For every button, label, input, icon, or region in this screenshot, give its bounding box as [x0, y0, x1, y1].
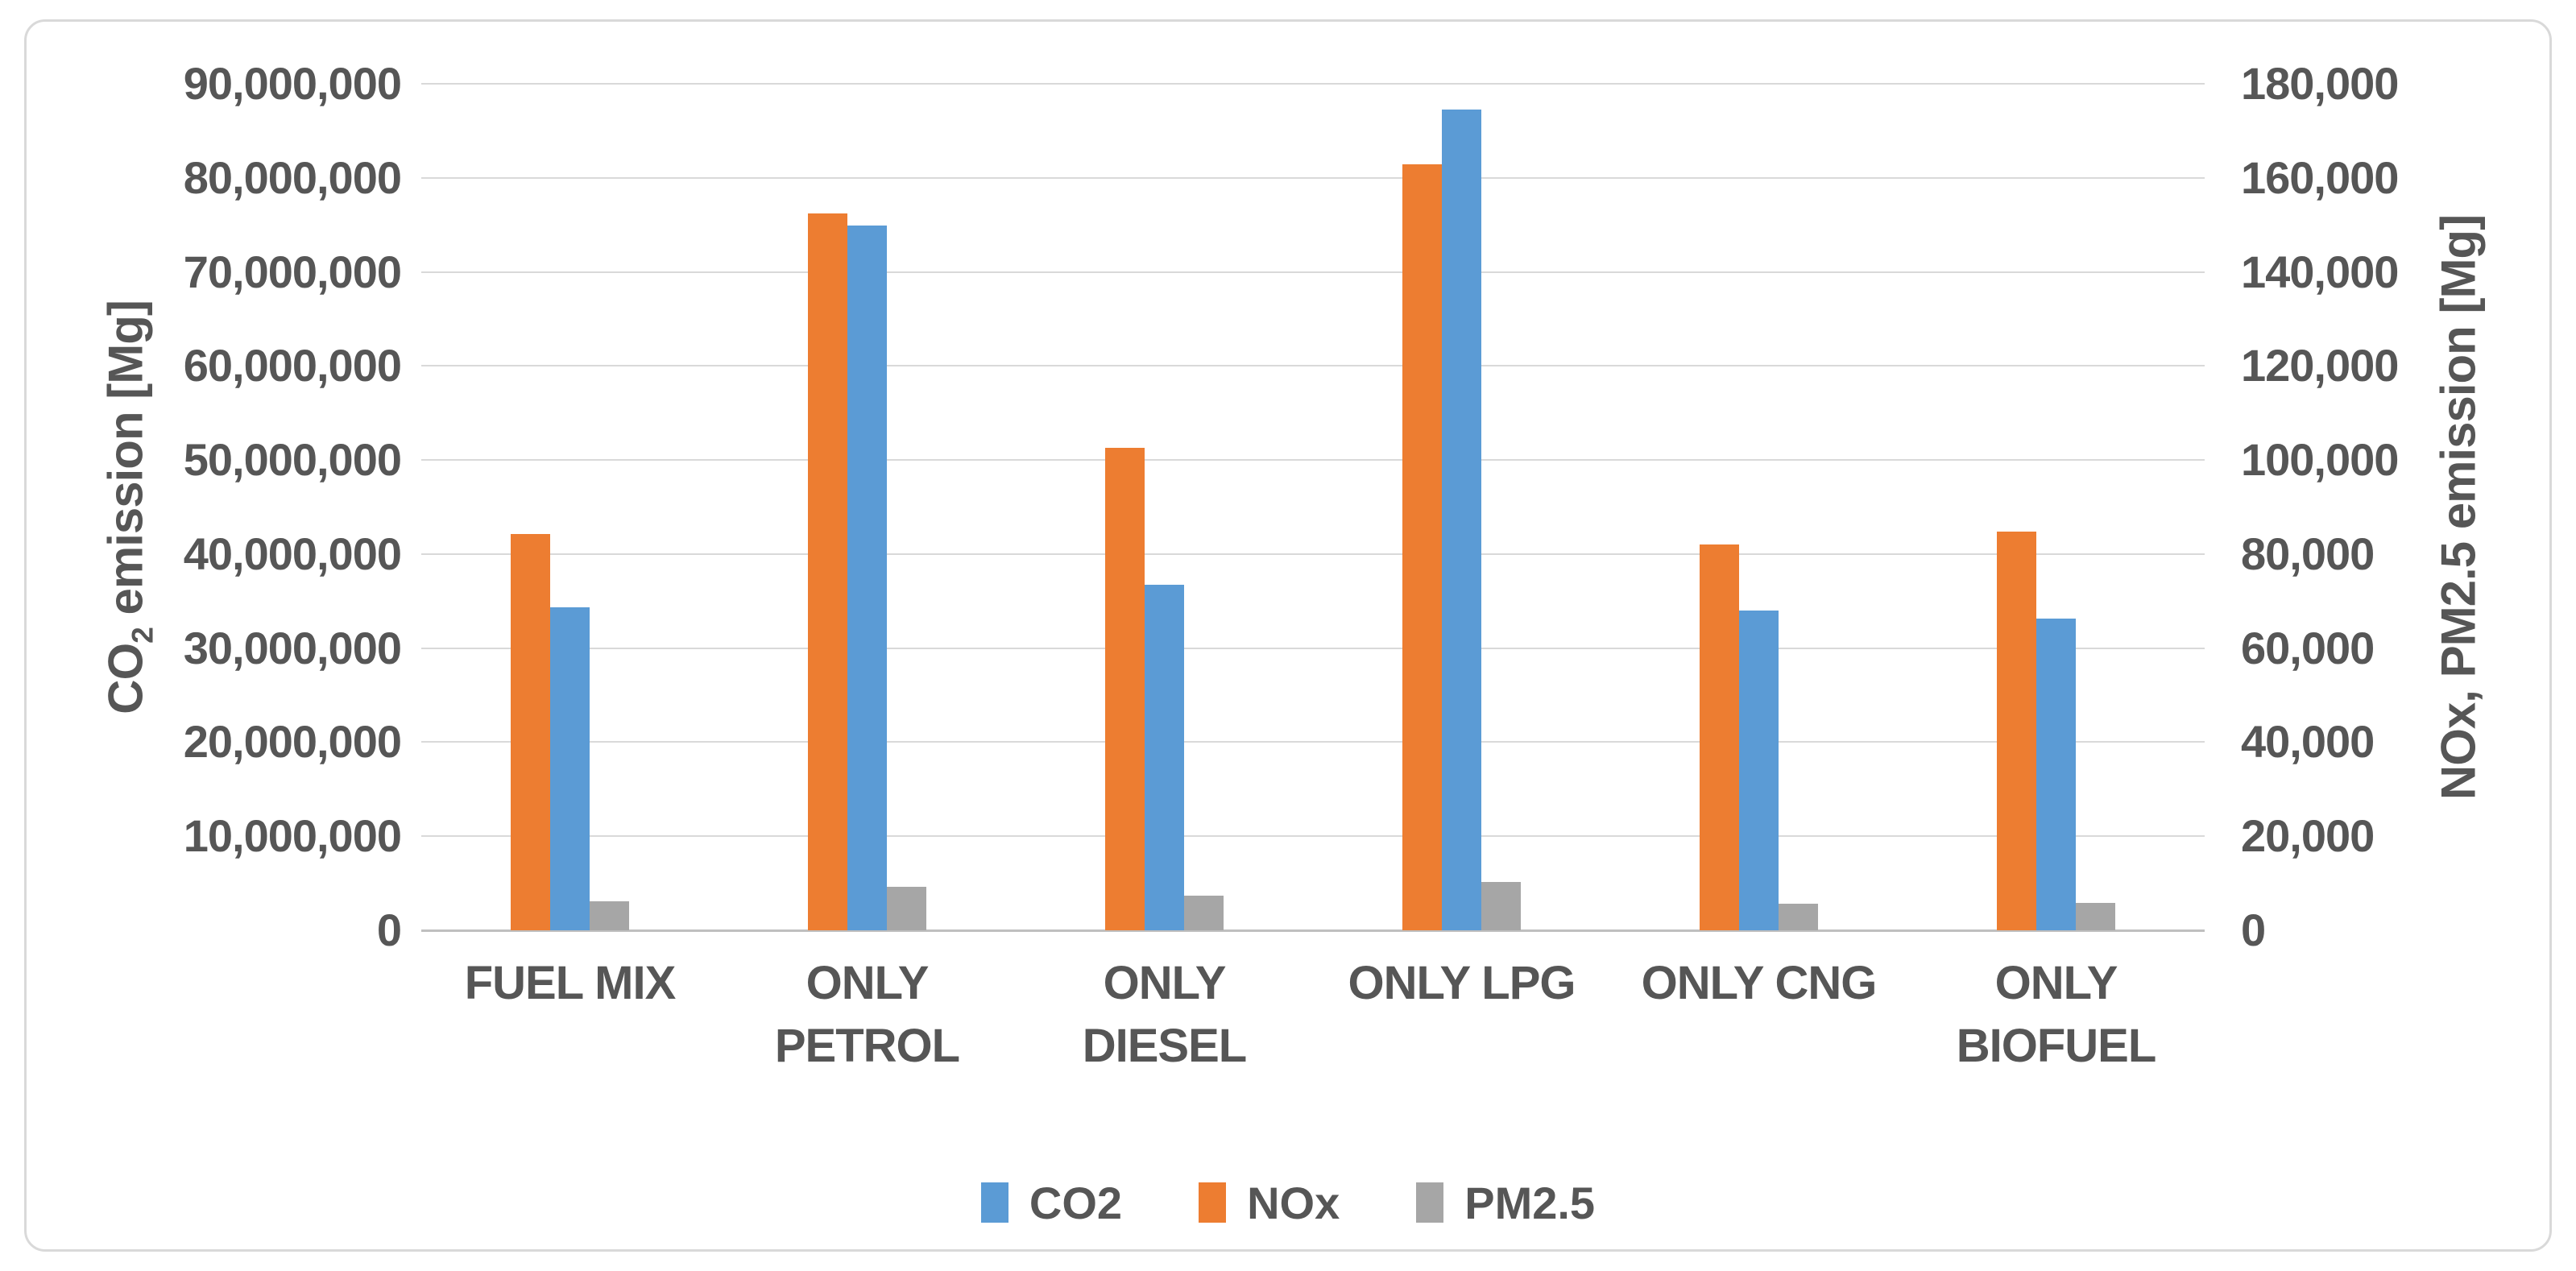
- right-axis-tick: 60,000: [2241, 623, 2375, 673]
- left-axis-tick: 60,000,000: [183, 340, 402, 391]
- right-axis-tick: 40,000: [2241, 716, 2375, 767]
- legend-swatch-nox: [1199, 1182, 1227, 1223]
- pm25-bar: [1779, 904, 1818, 930]
- right-axis-tick: 0: [2241, 905, 2266, 955]
- left-axis-tick: 70,000,000: [183, 246, 402, 297]
- nox-bar: [808, 213, 847, 930]
- pm25-bar: [1184, 896, 1224, 930]
- gridline: [421, 365, 2205, 366]
- left-axis-tick: 30,000,000: [183, 623, 402, 673]
- category-label: ONLY LPG: [1348, 957, 1576, 1009]
- left-axis-tick: 20,000,000: [183, 716, 402, 767]
- legend-swatch-co2: [980, 1182, 1008, 1223]
- gridline: [421, 459, 2205, 461]
- legend-item-nox: NOx: [1199, 1177, 1340, 1229]
- gridline: [421, 83, 2205, 85]
- pm25-bar: [887, 887, 926, 930]
- legend-label-co2: CO2: [1029, 1177, 1123, 1228]
- co2-bar: [1442, 110, 1481, 930]
- co2-bar: [1145, 585, 1184, 930]
- right-axis-title: NOx, PM2.5 emission [Mg]: [2431, 214, 2486, 801]
- pm25-bar: [590, 901, 629, 930]
- co2-bar: [550, 607, 590, 930]
- left-axis-tick: 0: [376, 905, 402, 955]
- left-axis-tick: 10,000,000: [183, 810, 402, 861]
- left-axis-tick: 50,000,000: [183, 434, 402, 485]
- gridline: [421, 648, 2205, 649]
- nox-bar: [511, 534, 550, 930]
- left-axis-tick: 80,000,000: [183, 152, 402, 203]
- category-label: FUEL MIX: [464, 957, 677, 1009]
- legend-label-pm25: PM2.5: [1464, 1177, 1596, 1228]
- co2-bar: [847, 226, 887, 930]
- legend-label-nox: NOx: [1247, 1177, 1340, 1228]
- left-axis-tick: 90,000,000: [183, 58, 402, 109]
- gridline: [421, 271, 2205, 273]
- category-label: ONLY PETROL: [774, 957, 960, 1072]
- legend-item-pm25: PM2.5: [1416, 1177, 1595, 1229]
- chart-frame: [24, 19, 2552, 1252]
- right-axis-tick: 180,000: [2241, 58, 2399, 109]
- right-axis-tick: 20,000: [2241, 810, 2375, 861]
- x-axis-line: [421, 929, 2205, 932]
- co2-bar: [2036, 619, 2076, 930]
- legend-swatch-pm25: [1416, 1182, 1444, 1223]
- plot-area: [421, 83, 2205, 932]
- gridline: [421, 741, 2205, 743]
- gridline: [421, 835, 2205, 837]
- right-axis-tick: 80,000: [2241, 528, 2375, 579]
- legend: CO2 NOx PM2.5: [0, 1166, 2576, 1239]
- gridline: [421, 177, 2205, 179]
- legend-item-co2: CO2: [980, 1177, 1123, 1229]
- nox-bar: [1402, 164, 1442, 930]
- pm25-bar: [1481, 882, 1521, 930]
- right-axis-tick: 100,000: [2241, 434, 2399, 485]
- nox-bar: [1700, 544, 1739, 930]
- nox-bar: [1105, 448, 1145, 930]
- right-axis-tick: 140,000: [2241, 246, 2399, 297]
- left-axis-tick: 40,000,000: [183, 528, 402, 579]
- right-axis-tick: 120,000: [2241, 340, 2399, 391]
- nox-bar: [1997, 532, 2036, 930]
- right-axis-tick: 160,000: [2241, 152, 2399, 203]
- pm25-bar: [2076, 903, 2115, 930]
- category-label: ONLY DIESEL: [1082, 957, 1248, 1072]
- co2-bar: [1739, 611, 1779, 930]
- category-label: ONLY BIOFUEL: [1956, 957, 2157, 1072]
- category-label: ONLY CNG: [1641, 957, 1878, 1009]
- gridline: [421, 553, 2205, 555]
